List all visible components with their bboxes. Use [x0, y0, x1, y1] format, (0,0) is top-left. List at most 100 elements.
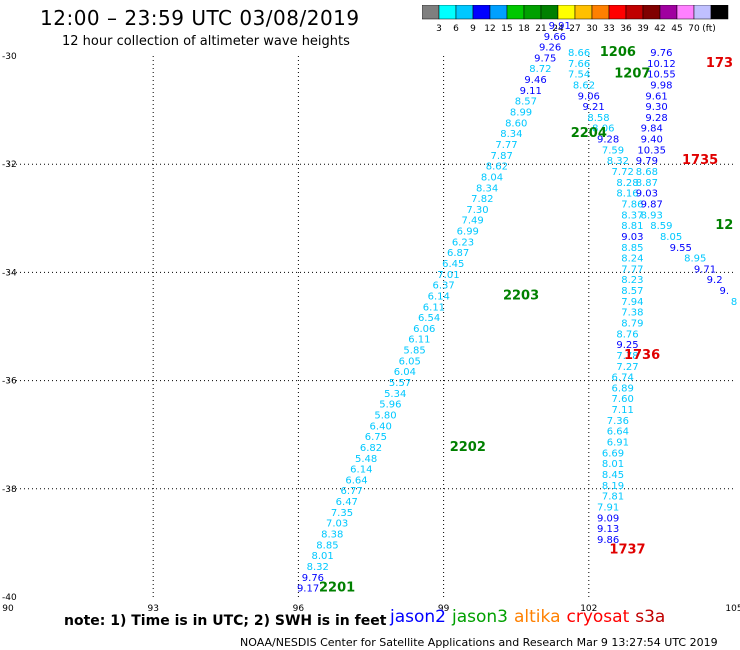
- color-scale-legend: 3 6 9 12 15 18 21 24 27 30 33 36 39 42 45 70 (ft): [422, 5, 729, 34]
- swh-point: 9.03: [636, 189, 658, 200]
- swh-point: 7.27: [616, 362, 638, 373]
- swh-point: 8.38: [321, 529, 343, 540]
- chart-subtitle: 12 hour collection of altimeter wave hei…: [62, 34, 350, 49]
- time-label: 2201: [319, 581, 355, 596]
- swh-point: 8.05: [660, 232, 682, 243]
- swh-point: 8.34: [500, 129, 522, 140]
- swh-point: 7.77: [621, 264, 643, 275]
- swh-point: 8.57: [621, 286, 643, 297]
- swh-point: 7.03: [326, 519, 348, 530]
- y-tick-label: -40: [2, 593, 17, 603]
- swh-point: 9.40: [641, 135, 663, 146]
- swh-point: 7.78: [616, 351, 638, 362]
- swh-point: 9.66: [544, 32, 566, 43]
- swh-point: 7.86: [621, 199, 643, 210]
- swh-point: 8.85: [621, 243, 643, 254]
- swh-point: 8.85: [316, 540, 338, 551]
- swh-point: 6.74: [612, 373, 634, 384]
- swh-point: 6.77: [341, 486, 363, 497]
- legend-item-jason2: jason2: [390, 607, 446, 627]
- swh-point: 7.54: [568, 70, 590, 81]
- swh-point: 7.91: [597, 502, 619, 513]
- swh-point: 5.80: [374, 410, 396, 421]
- scale-label: 42: [654, 24, 665, 34]
- swh-point: 9.: [720, 286, 730, 297]
- swh-point: 5.96: [379, 400, 401, 411]
- swh-point: 9.98: [650, 80, 672, 91]
- swh-point: 9.17: [297, 584, 319, 595]
- scale-label: 15: [501, 24, 512, 34]
- satellite-legend: jason2 jason3 altika cryosat s3a: [390, 607, 671, 627]
- time-label: 1206: [600, 45, 636, 60]
- swh-point: 9.61: [645, 91, 667, 102]
- swh-point: 8.16: [616, 189, 638, 200]
- scale-label: 3: [436, 24, 442, 34]
- swh-point: 6.47: [336, 497, 358, 508]
- swh-point: 10.55: [647, 70, 676, 81]
- swh-point: 9.2: [707, 275, 723, 286]
- legend-item-jason3: jason3: [452, 607, 508, 627]
- swh-point: 8.06: [592, 124, 614, 135]
- scale-label: 36: [620, 24, 632, 34]
- scale-label: 30: [586, 24, 598, 34]
- swh-point: 8.62: [486, 162, 508, 173]
- swh-point: 9.71: [694, 264, 716, 275]
- swh-point: 6.69: [602, 448, 624, 459]
- x-tick-label: 93: [147, 604, 158, 614]
- swh-point: 8.45: [602, 470, 624, 481]
- swh-point: 8.93: [641, 210, 663, 221]
- x-tick-label: 102: [580, 604, 597, 614]
- y-tick-label: -30: [2, 52, 17, 62]
- swh-point: 6.91: [607, 438, 629, 449]
- swh-point: 7.82: [471, 194, 493, 205]
- scale-label: 18: [518, 24, 530, 34]
- swh-point: 8.68: [636, 167, 658, 178]
- note-text: note: 1) Time is in UTC; 2) SWH is in fe…: [64, 613, 387, 629]
- swh-point: 6.87: [447, 248, 469, 259]
- swh-point: 6.99: [457, 227, 479, 238]
- scale-label: 24: [552, 24, 564, 34]
- swh-point: 8.57: [515, 97, 537, 108]
- swh-point: 6.23: [452, 237, 474, 248]
- swh-point: 8.72: [529, 64, 551, 75]
- scale-label: 6: [453, 24, 459, 34]
- swh-point: 9.30: [645, 102, 667, 113]
- swh-point: 9.76: [302, 573, 324, 584]
- swh-point: 5.34: [384, 389, 406, 400]
- x-tick-label: 105: [725, 604, 740, 614]
- swh-point: 9.76: [650, 48, 672, 59]
- swh-point: 6.64: [607, 427, 629, 438]
- swh-point: 8.32: [607, 156, 629, 167]
- swh-point: 9.46: [524, 75, 546, 86]
- swh-point: 7.87: [491, 151, 513, 162]
- swh-point: 9.91: [549, 21, 571, 32]
- swh-point: 9.03: [621, 232, 643, 243]
- y-tick-label: -38: [2, 485, 17, 495]
- scale-label: 21: [535, 24, 546, 34]
- time-label: 1207: [614, 67, 650, 82]
- swh-point: 7.60: [612, 394, 634, 405]
- swh-point: 6.82: [360, 443, 382, 454]
- swh-point: 7.72: [612, 167, 634, 178]
- swh-point: 8.01: [311, 551, 333, 562]
- time-label: 1737: [609, 543, 645, 558]
- time-label: 173: [706, 56, 733, 71]
- swh-point: 9.75: [534, 53, 556, 64]
- swh-point: 5.48: [355, 454, 377, 465]
- swh-point: 8.59: [650, 221, 672, 232]
- swh-point: 6.40: [370, 421, 392, 432]
- swh-point: 9.21: [583, 102, 605, 113]
- swh-point: 6.64: [345, 475, 367, 486]
- x-tick-label: 99: [438, 604, 450, 614]
- scale-label: 70: [688, 24, 700, 34]
- time-label: 2204: [571, 126, 607, 141]
- swh-point: 6.11: [408, 335, 430, 346]
- swh-point: 9.11: [520, 86, 542, 97]
- legend-item-s3a: s3a: [635, 607, 666, 627]
- y-tick-label: -32: [2, 160, 17, 170]
- swh-point: 7.66: [568, 59, 590, 70]
- swh-point: 8.34: [476, 183, 498, 194]
- swh-point: 9.25: [616, 340, 638, 351]
- swh-point: 9.13: [597, 524, 619, 535]
